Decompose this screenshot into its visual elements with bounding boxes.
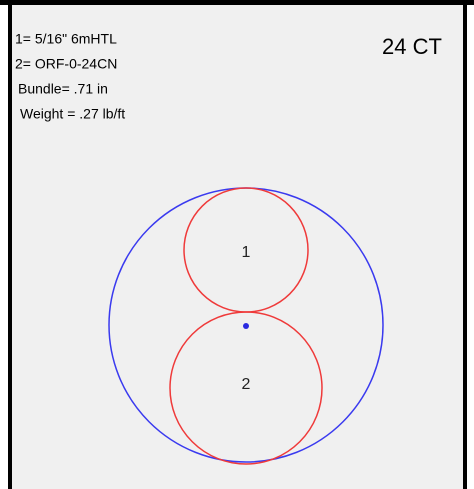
info-line: Bundle= .71 in (18, 81, 108, 97)
panel (12, 5, 463, 489)
left-border (8, 0, 12, 489)
top-border (0, 0, 474, 5)
cable-label: 1 (242, 244, 251, 261)
right-border (463, 0, 467, 489)
center-dot (243, 323, 249, 329)
info-line: 1= 5/16" 6mHTL (15, 31, 117, 47)
title: 24 CT (382, 34, 442, 59)
info-line: 2= ORF-0-24CN (15, 56, 117, 72)
info-line: Weight = .27 lb/ft (20, 106, 125, 122)
cable-label: 2 (242, 376, 251, 393)
cable-circle (169, 311, 323, 465)
